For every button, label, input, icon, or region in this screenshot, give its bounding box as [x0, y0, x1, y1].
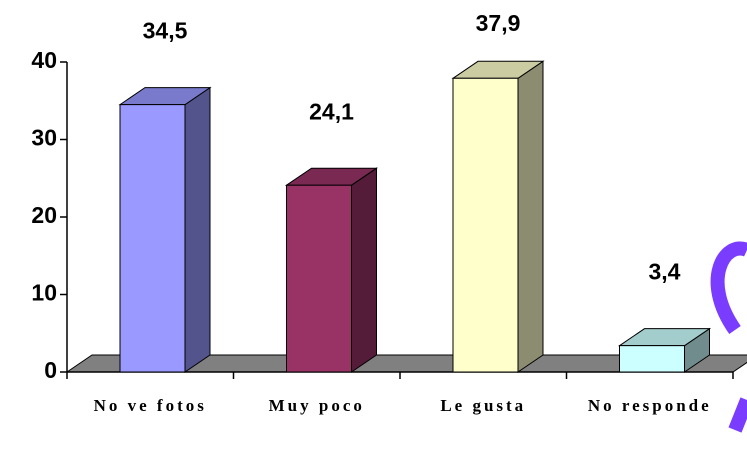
- bar: [452, 77, 519, 373]
- value-label: 24,1: [309, 98, 354, 124]
- value-label: 3,4: [649, 259, 681, 285]
- bar-side: [517, 60, 544, 373]
- x-tick-label: No ve fotos: [93, 396, 207, 415]
- x-tick-label: Le gusta: [440, 396, 527, 415]
- x-tick-label: Muy poco: [268, 396, 365, 415]
- y-tick-label: 30: [31, 125, 57, 151]
- decoration: [710, 241, 747, 433]
- bar: [619, 345, 685, 373]
- bar: [286, 184, 352, 373]
- x-tick-label: No responde: [587, 396, 712, 415]
- bar-side: [184, 86, 211, 373]
- value-label: 34,5: [143, 18, 188, 44]
- value-label: 37,9: [476, 10, 521, 36]
- y-tick-label: 40: [31, 47, 57, 73]
- bar: [119, 104, 186, 373]
- bar-side: [351, 167, 377, 373]
- y-tick-label: 10: [31, 280, 57, 306]
- y-tick-label: 0: [44, 357, 57, 383]
- y-tick-label: 20: [31, 202, 57, 228]
